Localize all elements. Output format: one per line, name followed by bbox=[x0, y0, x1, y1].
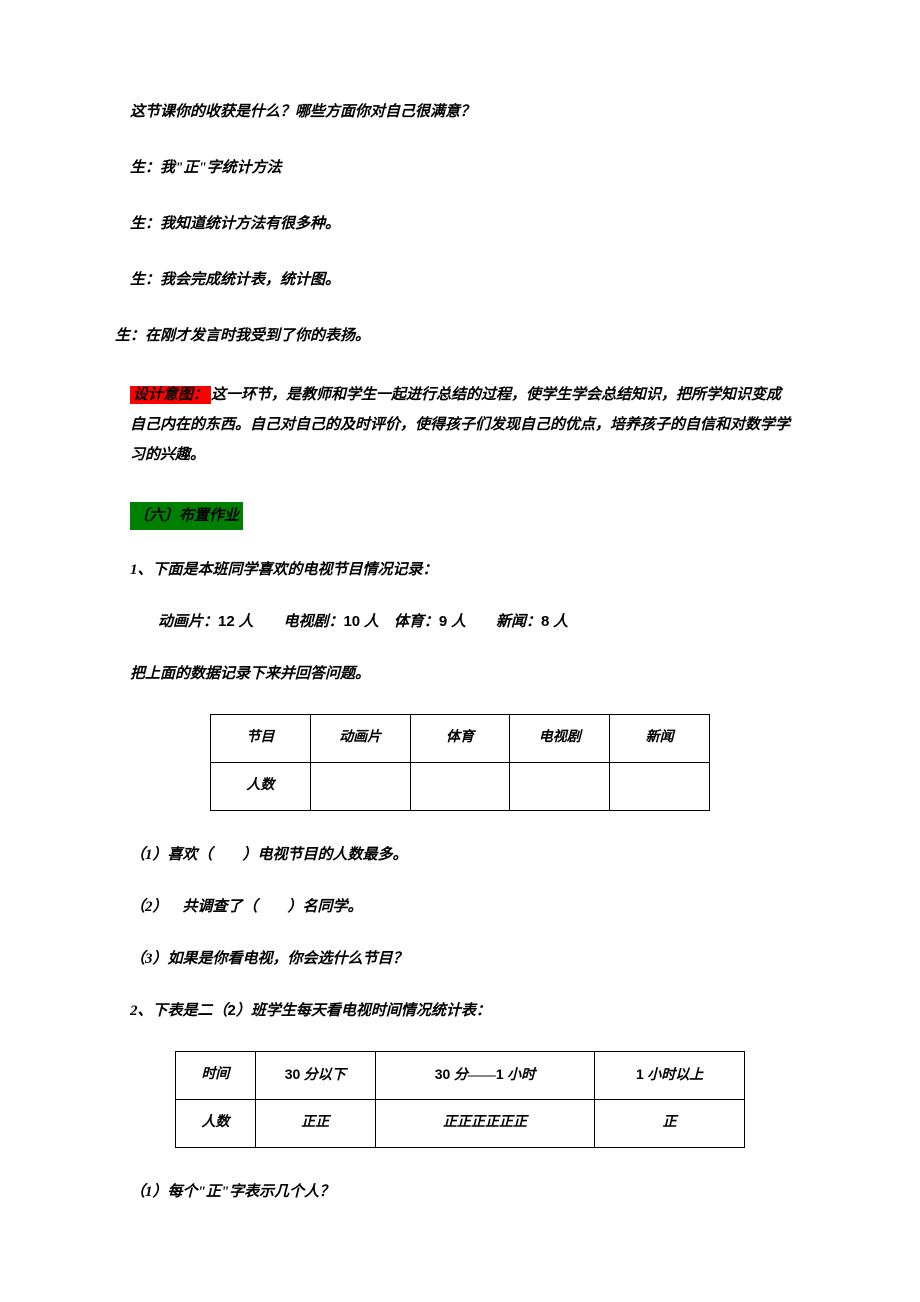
hw1-cell-drama bbox=[510, 763, 610, 811]
hw1-intro: 1、下面是本班同学喜欢的电视节目情况记录： bbox=[130, 558, 790, 582]
hw2-row-count-label: 人数 bbox=[176, 1100, 256, 1148]
hw2-cell-over1h: 正 bbox=[595, 1100, 745, 1148]
hw1-q2: （2） 共调查了（ ）名同学。 bbox=[130, 895, 790, 919]
design-intent-label: 设计意图： bbox=[130, 386, 211, 404]
hw2-table: 时间 30 分以下 30 分——1 小时 1 小时以上 人数 正正 正正正正正正… bbox=[175, 1051, 745, 1148]
hw1-data: 动画片：12 人 电视剧：10 人 体育：9 人 新闻：8 人 bbox=[158, 610, 790, 634]
intro-question: 这节课你的收获是什么？哪些方面你对自己很满意？ bbox=[130, 100, 790, 124]
hw1-header-sports: 体育 bbox=[410, 715, 510, 763]
hw2-header-30to1h: 30 分——1 小时 bbox=[375, 1052, 595, 1100]
student-answer-1: 生：我"正"字统计方法 bbox=[130, 156, 790, 180]
hw2-cell-30to1h: 正正正正正正 bbox=[375, 1100, 595, 1148]
section-6-header: 〔六〕布置作业 bbox=[130, 502, 243, 530]
hw2-intro: 2、下表是二（2）班学生每天看电视时间情况统计表： bbox=[130, 999, 790, 1023]
table-row: 节目 动画片 体育 电视剧 新闻 bbox=[211, 715, 710, 763]
hw1-row-count-label: 人数 bbox=[211, 763, 311, 811]
hw1-cell-news bbox=[610, 763, 710, 811]
hw1-q1: （1）喜欢（ ）电视节目的人数最多。 bbox=[130, 843, 790, 867]
table-row: 人数 正正 正正正正正正 正 bbox=[176, 1100, 745, 1148]
hw1-q3: （3）如果是你看电视，你会选什么节目？ bbox=[130, 947, 790, 971]
hw2-cell-under30: 正正 bbox=[255, 1100, 375, 1148]
hw1-cell-sports bbox=[410, 763, 510, 811]
hw1-header-cartoon: 动画片 bbox=[310, 715, 410, 763]
table-row: 人数 bbox=[211, 763, 710, 811]
hw2-header-under30: 30 分以下 bbox=[255, 1052, 375, 1100]
student-answer-2: 生：我知道统计方法有很多种。 bbox=[130, 212, 790, 236]
hw1-table: 节目 动画片 体育 电视剧 新闻 人数 bbox=[210, 714, 710, 811]
hw1-instruction: 把上面的数据记录下来并回答问题。 bbox=[130, 662, 790, 686]
design-intent: 设计意图：这一环节，是教师和学生一起进行总结的过程，使学生学会总结知识，把所学知… bbox=[130, 380, 790, 470]
hw2-header-time: 时间 bbox=[176, 1052, 256, 1100]
hw2-q1: （1）每个"正"字表示几个人？ bbox=[130, 1180, 790, 1204]
hw1-header-drama: 电视剧 bbox=[510, 715, 610, 763]
hw1-header-program: 节目 bbox=[211, 715, 311, 763]
hw1-header-news: 新闻 bbox=[610, 715, 710, 763]
table-row: 时间 30 分以下 30 分——1 小时 1 小时以上 bbox=[176, 1052, 745, 1100]
student-answer-4: 生：在刚才发言时我受到了你的表扬。 bbox=[115, 324, 790, 348]
design-intent-text: 这一环节，是教师和学生一起进行总结的过程，使学生学会总结知识，把所学知识变成自己… bbox=[130, 387, 790, 463]
hw1-cell-cartoon bbox=[310, 763, 410, 811]
student-answer-3: 生：我会完成统计表，统计图。 bbox=[130, 268, 790, 292]
hw2-header-over1h: 1 小时以上 bbox=[595, 1052, 745, 1100]
